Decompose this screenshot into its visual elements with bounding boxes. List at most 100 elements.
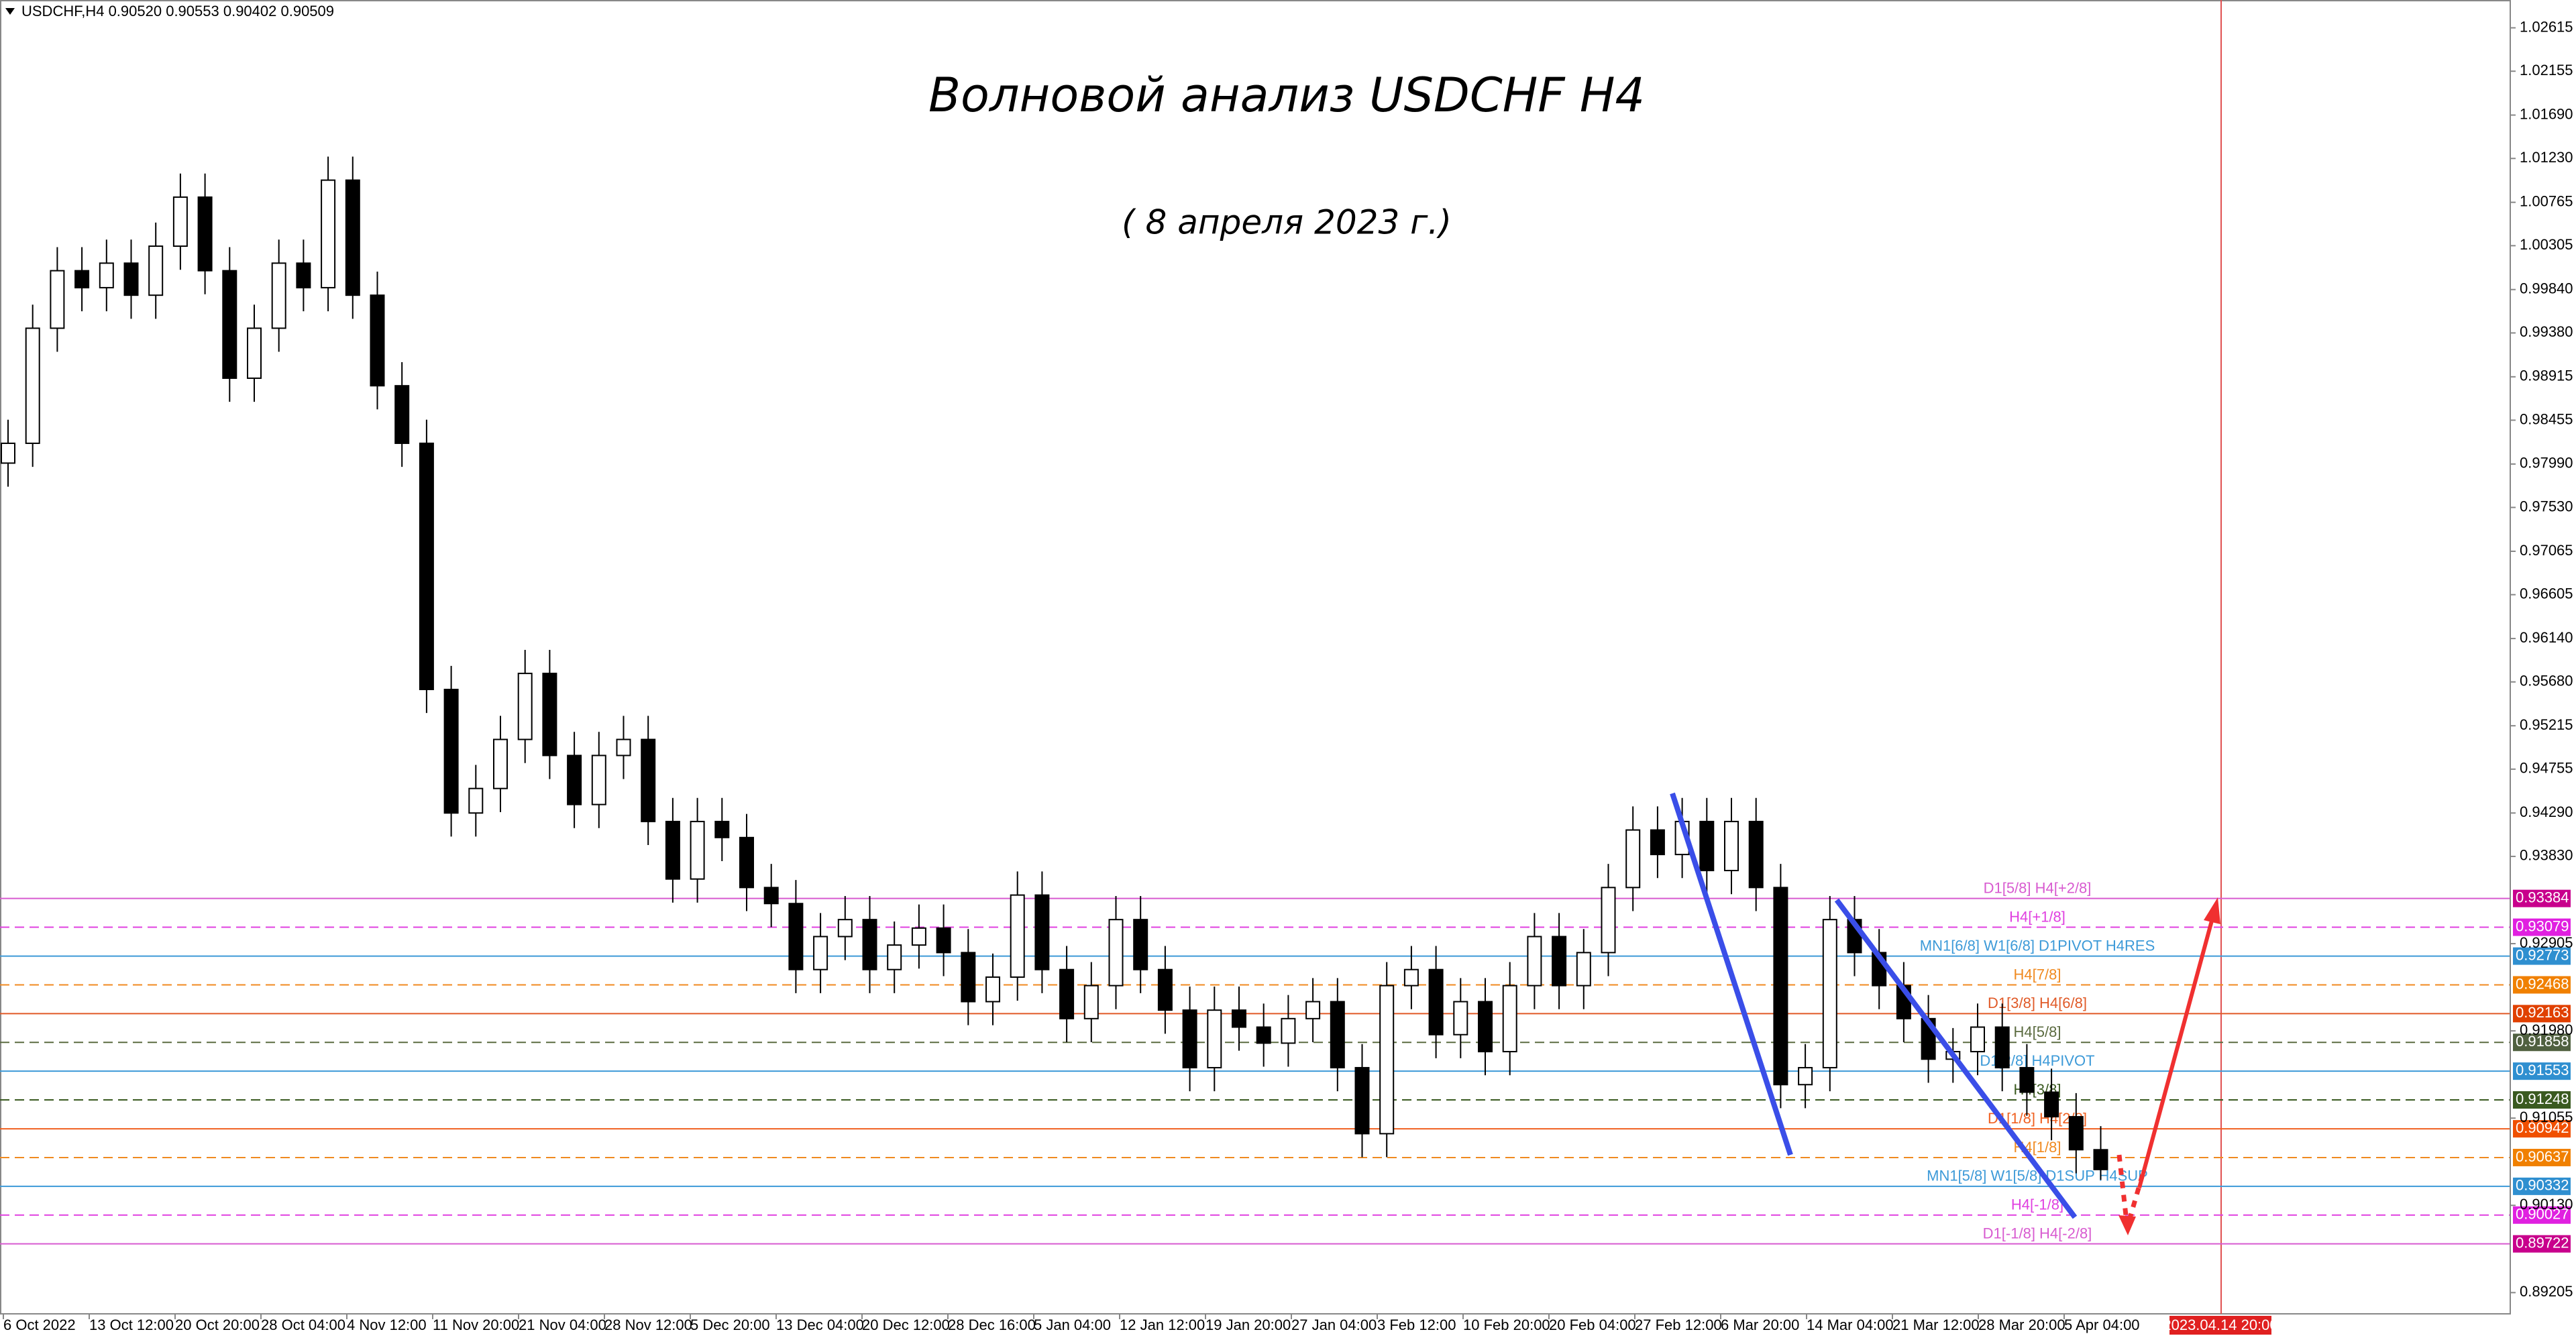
level-price: 0.91553 <box>2516 1062 2569 1078</box>
y-tick-label: 0.99380 <box>2520 323 2573 340</box>
candle-body <box>1822 919 1837 1068</box>
x-tick-label: 5 Jan 04:00 <box>1034 1317 1111 1333</box>
candle-body <box>714 820 730 838</box>
candle-body <box>985 976 1000 1003</box>
candle-body <box>1625 829 1641 889</box>
candle-body <box>222 270 237 379</box>
candle-body <box>1330 1001 1345 1068</box>
x-tick-label: 21 Nov 04:00 <box>519 1317 606 1333</box>
candle-body <box>641 738 656 822</box>
candle-body <box>1403 968 1419 987</box>
level-price: 0.90332 <box>2516 1177 2569 1194</box>
candle-body <box>665 820 680 880</box>
candle-body <box>74 270 90 288</box>
x-tick-label: 28 Oct 04:00 <box>261 1317 345 1333</box>
y-tick-label: 1.00765 <box>2520 192 2573 209</box>
candle-body <box>2093 1149 2108 1170</box>
candle-body <box>1256 1026 1271 1044</box>
candle-body <box>690 820 705 880</box>
level-price-box <box>2513 1033 2571 1052</box>
candle-body <box>172 196 188 247</box>
y-tick-label: 0.92905 <box>2520 934 2573 951</box>
y-tick-label: 1.02615 <box>2520 18 2573 35</box>
level-price-box <box>2513 1177 2571 1195</box>
y-tick-label: 0.97065 <box>2520 542 2573 559</box>
candle-body <box>321 179 336 288</box>
level-label: H4[7/8] <box>2014 966 2061 983</box>
candle-body <box>1059 968 1075 1019</box>
y-tick-label: 1.00305 <box>2520 236 2573 253</box>
level-label: D1[5/8] H4[+2/8] <box>1984 879 2092 896</box>
y-tick-label: 0.89205 <box>2520 1283 2573 1300</box>
candle-body <box>837 919 853 938</box>
candle-body <box>296 262 311 288</box>
level-label: H4[-1/8] <box>2011 1196 2063 1213</box>
x-tick-label: 20 Oct 20:00 <box>175 1317 260 1333</box>
candle-body <box>763 887 779 905</box>
x-tick-label: 12 Jan 12:00 <box>1120 1317 1205 1333</box>
candle-body <box>1083 985 1099 1019</box>
arrow-head <box>2118 1215 2136 1235</box>
level-label: MN1[6/8] W1[6/8] D1PIVOT H4RES <box>1920 937 2155 954</box>
y-tick-label: 1.01230 <box>2520 149 2573 166</box>
wave-markup <box>1670 792 2220 1235</box>
y-tick-label: 0.98915 <box>2520 368 2573 384</box>
candle-body <box>1305 1001 1321 1019</box>
level-price: 0.92163 <box>2516 1004 2569 1021</box>
candle-body <box>345 179 360 296</box>
chart-title: Волновой анализ USDCHF H4 <box>928 68 1645 123</box>
candle-body <box>1773 887 1788 1086</box>
menu-arrow[interactable] <box>5 8 15 15</box>
candle-body <box>2019 1066 2035 1093</box>
level-price: 0.92468 <box>2516 975 2569 992</box>
level-price-box <box>2513 1005 2571 1023</box>
x-tick-label: 13 Dec 04:00 <box>776 1317 864 1333</box>
level-price: 0.93079 <box>2516 917 2569 934</box>
level-price: 0.90027 <box>2516 1206 2569 1223</box>
x-tick-label: 14 Mar 04:00 <box>1807 1317 1894 1333</box>
candle-body <box>1552 936 1567 987</box>
candle-body <box>1601 887 1616 954</box>
candle-body <box>1133 919 1148 970</box>
candle-body <box>1 442 15 464</box>
y-tick-label: 0.96605 <box>2520 585 2573 602</box>
candle-body <box>1576 952 1591 987</box>
arrow-head <box>2204 897 2220 924</box>
y-tick-label: 0.91055 <box>2520 1109 2573 1125</box>
x-tick-label: 20 Dec 12:00 <box>862 1317 950 1333</box>
candle-body <box>468 787 484 814</box>
candle-body <box>1157 968 1173 1011</box>
y-tick-label: 1.02155 <box>2520 62 2573 78</box>
x-tick-label: 5 Apr 04:00 <box>2064 1317 2140 1333</box>
candle-body <box>1994 1026 2010 1068</box>
level-price-box <box>2513 1091 2571 1109</box>
y-tick-label: 0.93830 <box>2520 847 2573 864</box>
plot-frame <box>0 0 2511 1315</box>
candle-body <box>394 385 410 444</box>
candle-body <box>1428 968 1444 1036</box>
x-tick-label: 4 Nov 12:00 <box>347 1317 427 1333</box>
level-label: H4[+1/8] <box>2009 908 2065 925</box>
forecast-arrow <box>2137 913 2216 1188</box>
candle-body <box>788 903 804 970</box>
candle-body <box>1478 1001 1493 1053</box>
candle-body <box>542 673 557 757</box>
candle-body <box>591 754 606 805</box>
level-price-box <box>2513 918 2571 936</box>
candle-body <box>1182 1009 1197 1068</box>
level-price: 0.93384 <box>2516 889 2569 905</box>
x-tick-label: 3 Feb 12:00 <box>1377 1317 1456 1333</box>
y-tick-label: 0.98455 <box>2520 410 2573 427</box>
wave-line <box>1834 898 2078 1219</box>
level-price-box <box>2513 1062 2571 1080</box>
cursor-time: 2023.04.14 20:00 <box>2163 1317 2277 1333</box>
candle-body <box>1354 1066 1370 1135</box>
level-label: H4[5/8] <box>2014 1023 2061 1040</box>
candle-body <box>1650 829 1665 856</box>
candle-body <box>961 952 976 1003</box>
y-tick-label: 0.99840 <box>2520 280 2573 297</box>
candle-body <box>517 673 533 740</box>
x-tick-label: 28 Nov 12:00 <box>604 1317 692 1333</box>
